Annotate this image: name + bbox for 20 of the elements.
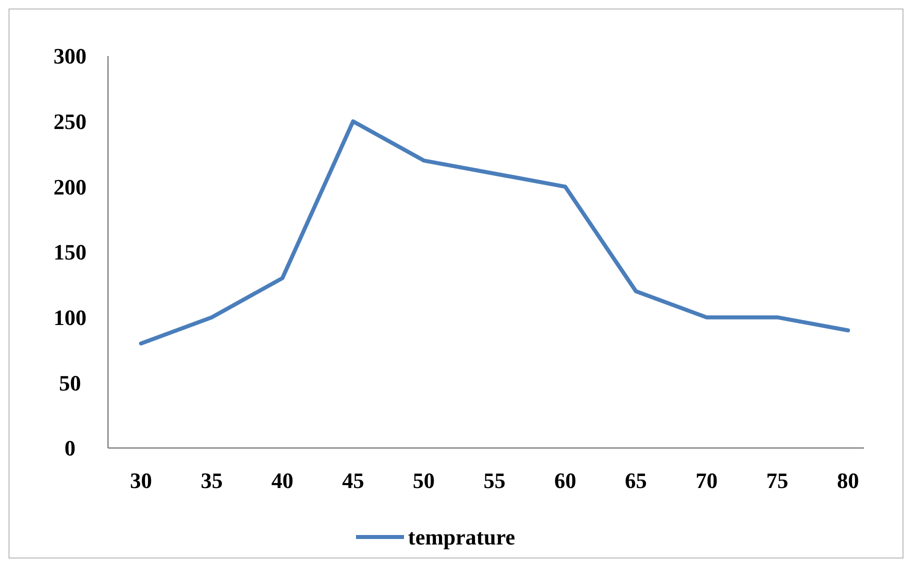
x-tick-label: 75: [766, 468, 788, 493]
x-tick-label: 65: [624, 468, 647, 493]
y-tick-label: 300: [54, 44, 86, 69]
x-tick-label: 70: [696, 468, 718, 493]
y-tick-label: 100: [54, 305, 86, 330]
legend-label: temprature: [408, 524, 516, 550]
y-tick-label: 200: [54, 174, 86, 200]
x-tick-label: 50: [412, 468, 435, 493]
x-tick-label: 35: [200, 468, 223, 493]
x-tick-label: 45: [342, 468, 364, 493]
line-series: [139, 119, 850, 346]
y-tick-label: 0: [64, 436, 76, 461]
x-tick-label: 55: [484, 468, 506, 493]
x-tick-label: 80: [837, 468, 859, 493]
x-tick-label: 30: [130, 468, 152, 493]
x-tick-label: 40: [271, 468, 294, 493]
y-tick-label: 250: [54, 109, 86, 134]
y-tick-label: 50: [59, 370, 81, 396]
x-tick-label: 60: [554, 468, 576, 493]
y-tick-label: 150: [54, 240, 86, 265]
